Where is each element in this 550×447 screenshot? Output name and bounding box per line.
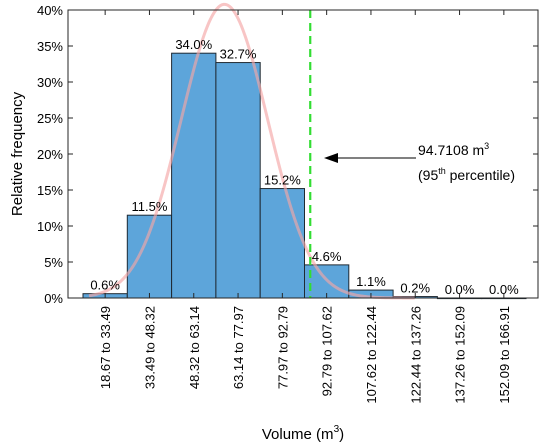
- bar-2: [126, 214, 173, 299]
- x-axis-label-close: ): [339, 426, 344, 443]
- y-axis: 0% 5% 10% 15% 20% 25% 30% 35% 40%: [37, 3, 538, 306]
- data-labels-layer: 0.6% 11.5% 34.0% 32.7% 15.2% 4.6% 1.1% 0.2% 0.0%…: [90, 37, 519, 297]
- bars-layer: [82, 52, 527, 300]
- annotation-pct-sup: th: [438, 166, 446, 176]
- annotation-arrow-head: [324, 153, 338, 163]
- fit-curve: [88, 2, 415, 300]
- x-tick-label: 137.26 to 152.09: [453, 306, 468, 404]
- y-tick-label: 5%: [44, 255, 63, 270]
- x-tick-label: 18.67 to 33.49: [98, 306, 113, 389]
- data-label-2: 11.5%: [131, 199, 167, 214]
- x-axis-label: Volume (m3): [262, 424, 344, 443]
- annotation-value-sup: 3: [484, 141, 489, 151]
- x-axis: 18.67 to 33.49 33.49 to 48.32 48.32 to 63.…: [98, 10, 512, 404]
- y-tick-label: 30%: [37, 75, 63, 90]
- y-tick-label: 0%: [44, 291, 63, 306]
- x-tick-label: 63.14 to 77.97: [231, 306, 246, 389]
- annotation-value-text: 94.7108 m: [418, 142, 484, 158]
- annotation-percentile: (95th percentile): [418, 166, 515, 183]
- data-label-5: 15.2%: [264, 173, 301, 188]
- y-tick-label: 40%: [37, 3, 63, 18]
- data-label-7: 1.1%: [356, 274, 386, 289]
- x-tick-label: 33.49 to 48.32: [142, 306, 157, 389]
- y-tick-label: 15%: [37, 183, 63, 198]
- y-tick-label: 10%: [37, 219, 63, 234]
- x-tick-label: 77.97 to 92.79: [275, 306, 290, 389]
- x-tick-label: 107.62 to 122.44: [364, 306, 379, 404]
- x-tick-label: 92.79 to 107.62: [320, 306, 335, 396]
- data-label-10: 0.0%: [489, 282, 519, 297]
- x-tick-label: 122.44 to 137.26: [408, 306, 423, 404]
- data-label-1: 0.6%: [90, 278, 120, 293]
- y-tick-label: 20%: [37, 147, 63, 162]
- x-tick-label: 48.32 to 63.14: [187, 306, 202, 389]
- y-tick-label: 35%: [37, 39, 63, 54]
- y-axis-label: Relative frequency: [9, 91, 26, 216]
- x-tick-label: 152.09 to 166.91: [497, 306, 512, 404]
- y-tick-label: 25%: [37, 111, 63, 126]
- annotation-pct-open: (95: [418, 167, 438, 183]
- bar-3: [171, 52, 217, 299]
- data-label-4: 32.7%: [220, 47, 257, 62]
- data-label-3: 34.0%: [175, 37, 212, 52]
- data-label-9: 0.0%: [445, 282, 475, 297]
- x-axis-label-sup: 3: [334, 424, 340, 435]
- x-axis-label-text: Volume (m: [262, 426, 334, 443]
- annotation-pct-close: percentile): [446, 167, 515, 183]
- annotation-value: 94.7108 m3: [418, 141, 489, 158]
- data-label-8: 0.2%: [400, 281, 430, 296]
- bar-4: [215, 62, 261, 299]
- data-label-6: 4.6%: [312, 249, 342, 264]
- bar-5: [259, 188, 306, 299]
- percentile-annotation: 94.7108 m3 (95th percentile): [324, 141, 515, 183]
